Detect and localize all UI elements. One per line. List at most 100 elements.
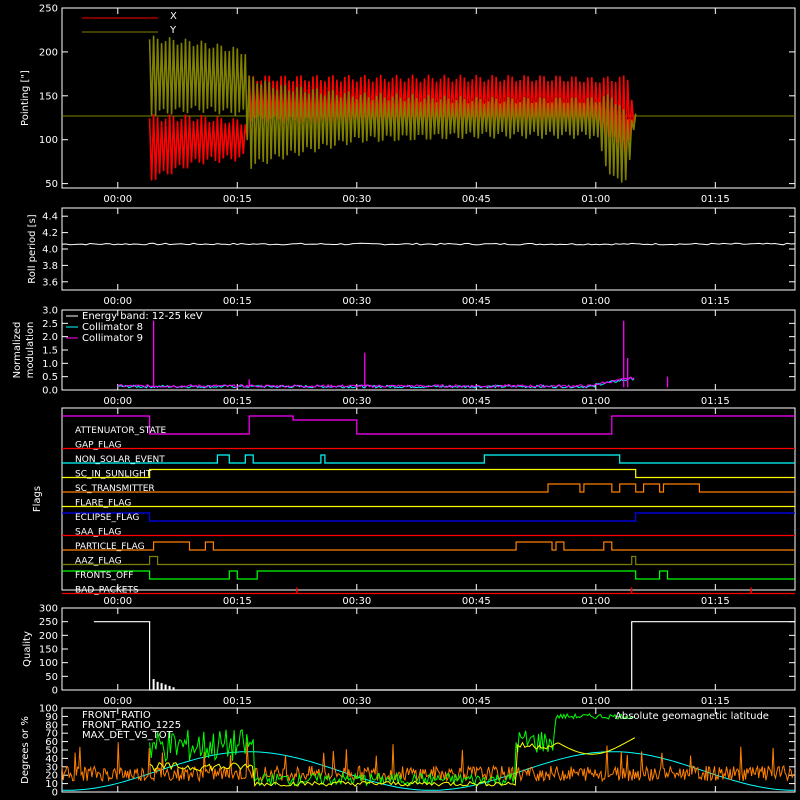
flag-sc-transmitter — [62, 483, 795, 493]
y-tick-label: 150 — [39, 91, 58, 102]
time-tick-label: 00:00 — [103, 194, 132, 205]
flag-label: AAZ_FLAG — [75, 557, 122, 567]
y-tick-label: 1.5 — [42, 346, 58, 357]
time-tick-label: 00:30 — [342, 696, 371, 707]
roll-panel: 3.6 3.8 4.0 4.2 4.4 00:00 00:15 00:30 00:45 01:00… — [27, 207, 796, 307]
legend-entry: Energy band: 12-25 keV — [82, 311, 203, 322]
time-tick-label: 01:00 — [581, 396, 610, 407]
time-tick-label: 00:30 — [342, 596, 371, 607]
y-tick-label: 0 — [52, 788, 58, 799]
y-tick-label: 50 — [45, 179, 58, 190]
time-tick-label: 00:15 — [223, 596, 252, 607]
time-tick-label: 00:15 — [223, 396, 252, 407]
y-tick-label: 40 — [45, 754, 58, 765]
flag-label: PARTICLE_FLAG — [75, 542, 145, 552]
y-axis-label: Normalized — [12, 322, 23, 379]
time-tick-label: 00:00 — [103, 596, 132, 607]
flag-eclipse-flag — [62, 512, 795, 522]
series-front-ratio-1225 — [149, 712, 635, 787]
y-tick-label: 2.0 — [42, 332, 58, 343]
time-tick-label: 00:45 — [462, 696, 491, 707]
flag-label: GAP_FLAG — [75, 441, 121, 451]
time-tick-label: 00:45 — [462, 296, 491, 307]
y-tick-label: 150 — [39, 645, 58, 656]
series-geomagnetic-latitude — [62, 751, 795, 791]
flag-label: SC_IN_SUNLIGHT — [75, 470, 152, 480]
y-tick-label: 60 — [45, 737, 58, 748]
flag-label: ECLIPSE_FLAG — [75, 513, 139, 523]
legend-entry: Y — [169, 25, 177, 36]
flag-label: FRONTS_OFF — [75, 571, 133, 581]
series-roll-period — [61, 242, 796, 246]
y-tick-label: 100 — [39, 658, 58, 669]
y-axis-label: Quality — [22, 631, 33, 667]
roll-frame — [61, 207, 796, 291]
series-quality — [93, 621, 795, 691]
y-axis-label: Flags — [32, 486, 43, 512]
flag-fronts-off — [62, 570, 795, 580]
y-tick-label: 0.0 — [42, 386, 58, 397]
time-tick-label: 00:15 — [223, 296, 252, 307]
series-x — [148, 74, 637, 181]
legend-entry: MAX_DET_VS_TOT — [82, 730, 174, 741]
time-tick-label: 01:00 — [581, 194, 610, 205]
flag-aaz-flag — [62, 555, 795, 566]
time-tick-label: 00:15 — [223, 696, 252, 707]
time-tick-label: 00:30 — [342, 296, 371, 307]
y-tick-label: 90 — [45, 712, 58, 723]
y-tick-label: 50 — [45, 672, 58, 683]
y-tick-label: 0.5 — [42, 372, 58, 383]
y-tick-label: 3.6 — [42, 277, 58, 288]
flag-label: SAA_FLAG — [75, 528, 121, 538]
y-tick-label: 50 — [45, 746, 58, 757]
time-tick-label: 00:45 — [462, 596, 491, 607]
y-tick-label: 1.0 — [42, 359, 58, 370]
y-tick-label: 2.5 — [42, 319, 58, 330]
y-axis-label: modulation — [25, 322, 36, 379]
series-max-det-vs-tot — [61, 741, 795, 784]
pointing-frame — [61, 7, 796, 189]
flag-label: FLARE_FLAG — [75, 499, 131, 509]
y-tick-label: 3.0 — [42, 306, 58, 317]
series-collimator-9 — [117, 376, 635, 389]
y-tick-label: 100 — [39, 135, 58, 146]
time-tick-label: 01:15 — [701, 194, 730, 205]
y-tick-label: 4.0 — [42, 245, 58, 256]
time-tick-label: 01:15 — [701, 696, 730, 707]
time-tick-label: 01:15 — [701, 296, 730, 307]
modulation-frame — [61, 309, 796, 391]
y-tick-label: 200 — [39, 631, 58, 642]
flags-frame — [61, 407, 796, 591]
y-tick-label: 0 — [52, 686, 58, 697]
y-tick-label: 100 — [39, 704, 58, 715]
time-tick-label: 00:00 — [103, 396, 132, 407]
y-tick-label: 300 — [39, 604, 58, 615]
pointing-panel: 50 100 150 200 250 00:00 00:15 00:30 00:45 01:00 0… — [20, 4, 796, 205]
y-tick-label: 70 — [45, 729, 58, 740]
time-tick-label: 00:45 — [462, 194, 491, 205]
flag-label: ATTENUATOR_STATE — [75, 426, 167, 436]
time-tick-label: 00:30 — [342, 194, 371, 205]
quality-panel: 0 50 100 150 200 250 300 00:00 00:15 00:30 00:45 01… — [22, 604, 796, 707]
flag-sc-in-sunlight — [62, 468, 795, 479]
y-tick-label: 4.4 — [42, 212, 58, 223]
flag-particle-flag — [62, 541, 795, 551]
y-tick-label: 250 — [39, 617, 58, 628]
time-tick-label: 01:00 — [581, 596, 610, 607]
legend-entry: Collimator 9 — [82, 333, 143, 344]
legend-entry: X — [170, 11, 177, 22]
y-axis-label: Pointing ["] — [20, 70, 31, 126]
series-front-ratio — [149, 737, 636, 788]
time-tick-label: 00:15 — [223, 194, 252, 205]
legend-entry: FRONT_RATIO_1225 — [82, 720, 181, 731]
annotation: Absolute geomagnetic latitude — [615, 711, 769, 722]
y-tick-label: 250 — [39, 4, 58, 15]
flag-label: BAD_PACKETS — [75, 586, 139, 596]
quality-frame — [61, 607, 796, 691]
flags-panel: 00:00 00:15 00:30 00:45 01:00 01:15 Flags ATTEN… — [32, 407, 796, 607]
time-tick-label: 00:30 — [342, 396, 371, 407]
legend-entry: Collimator 8 — [82, 322, 143, 333]
y-tick-label: 200 — [39, 47, 58, 58]
